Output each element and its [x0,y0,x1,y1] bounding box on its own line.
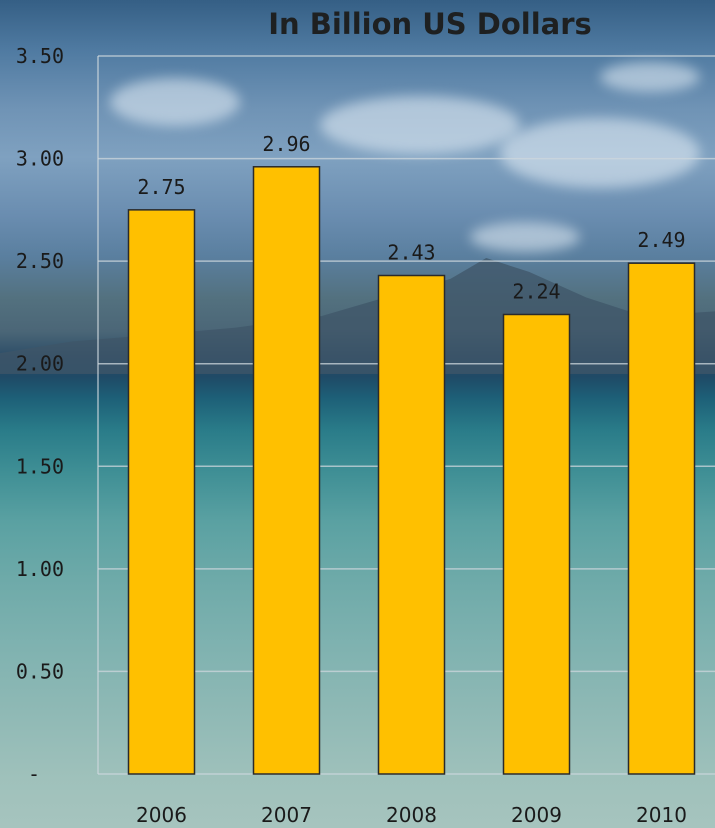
bar-2007 [252,166,321,775]
y-tick-label: - [28,762,40,786]
cloud [320,96,520,154]
bars [127,166,696,775]
x-tick-label-2008: 2008 [386,803,437,827]
bar-2010 [627,262,696,775]
x-tick-label-2009: 2009 [511,803,562,827]
y-tick-label: 0.50 [16,659,64,683]
chart-title: In Billion US Dollars [268,7,592,41]
y-tick-label: 3.50 [16,44,64,68]
cloud [110,78,240,126]
y-axis-ticks: - 0.50 1.00 1.50 2.00 2.50 3.00 3.50 [16,44,64,786]
y-tick-label: 2.50 [16,249,64,273]
y-tick-label: 1.50 [16,454,64,478]
cloud [470,222,580,252]
y-tick-label: 2.00 [16,352,64,376]
data-labels: 2.75 2.96 2.43 2.24 2.49 [137,132,685,304]
x-axis-ticks: 2006 2007 2008 2009 2010 [136,803,687,827]
bar-2008 [377,274,446,775]
x-tick-label-2010: 2010 [636,803,687,827]
data-label-2006: 2.75 [137,175,185,199]
x-tick-label-2006: 2006 [136,803,187,827]
data-label-2007: 2.96 [262,132,310,156]
y-tick-label: 1.00 [16,557,64,581]
bar-2009 [502,313,571,775]
cloud [500,118,700,188]
data-label-2008: 2.43 [387,241,435,265]
x-tick-label-2007: 2007 [261,803,312,827]
data-label-2009: 2.24 [512,279,560,303]
cloud [600,62,700,92]
data-label-2010: 2.49 [637,228,685,252]
bar-2006 [127,209,196,775]
y-tick-label: 3.00 [16,147,64,171]
